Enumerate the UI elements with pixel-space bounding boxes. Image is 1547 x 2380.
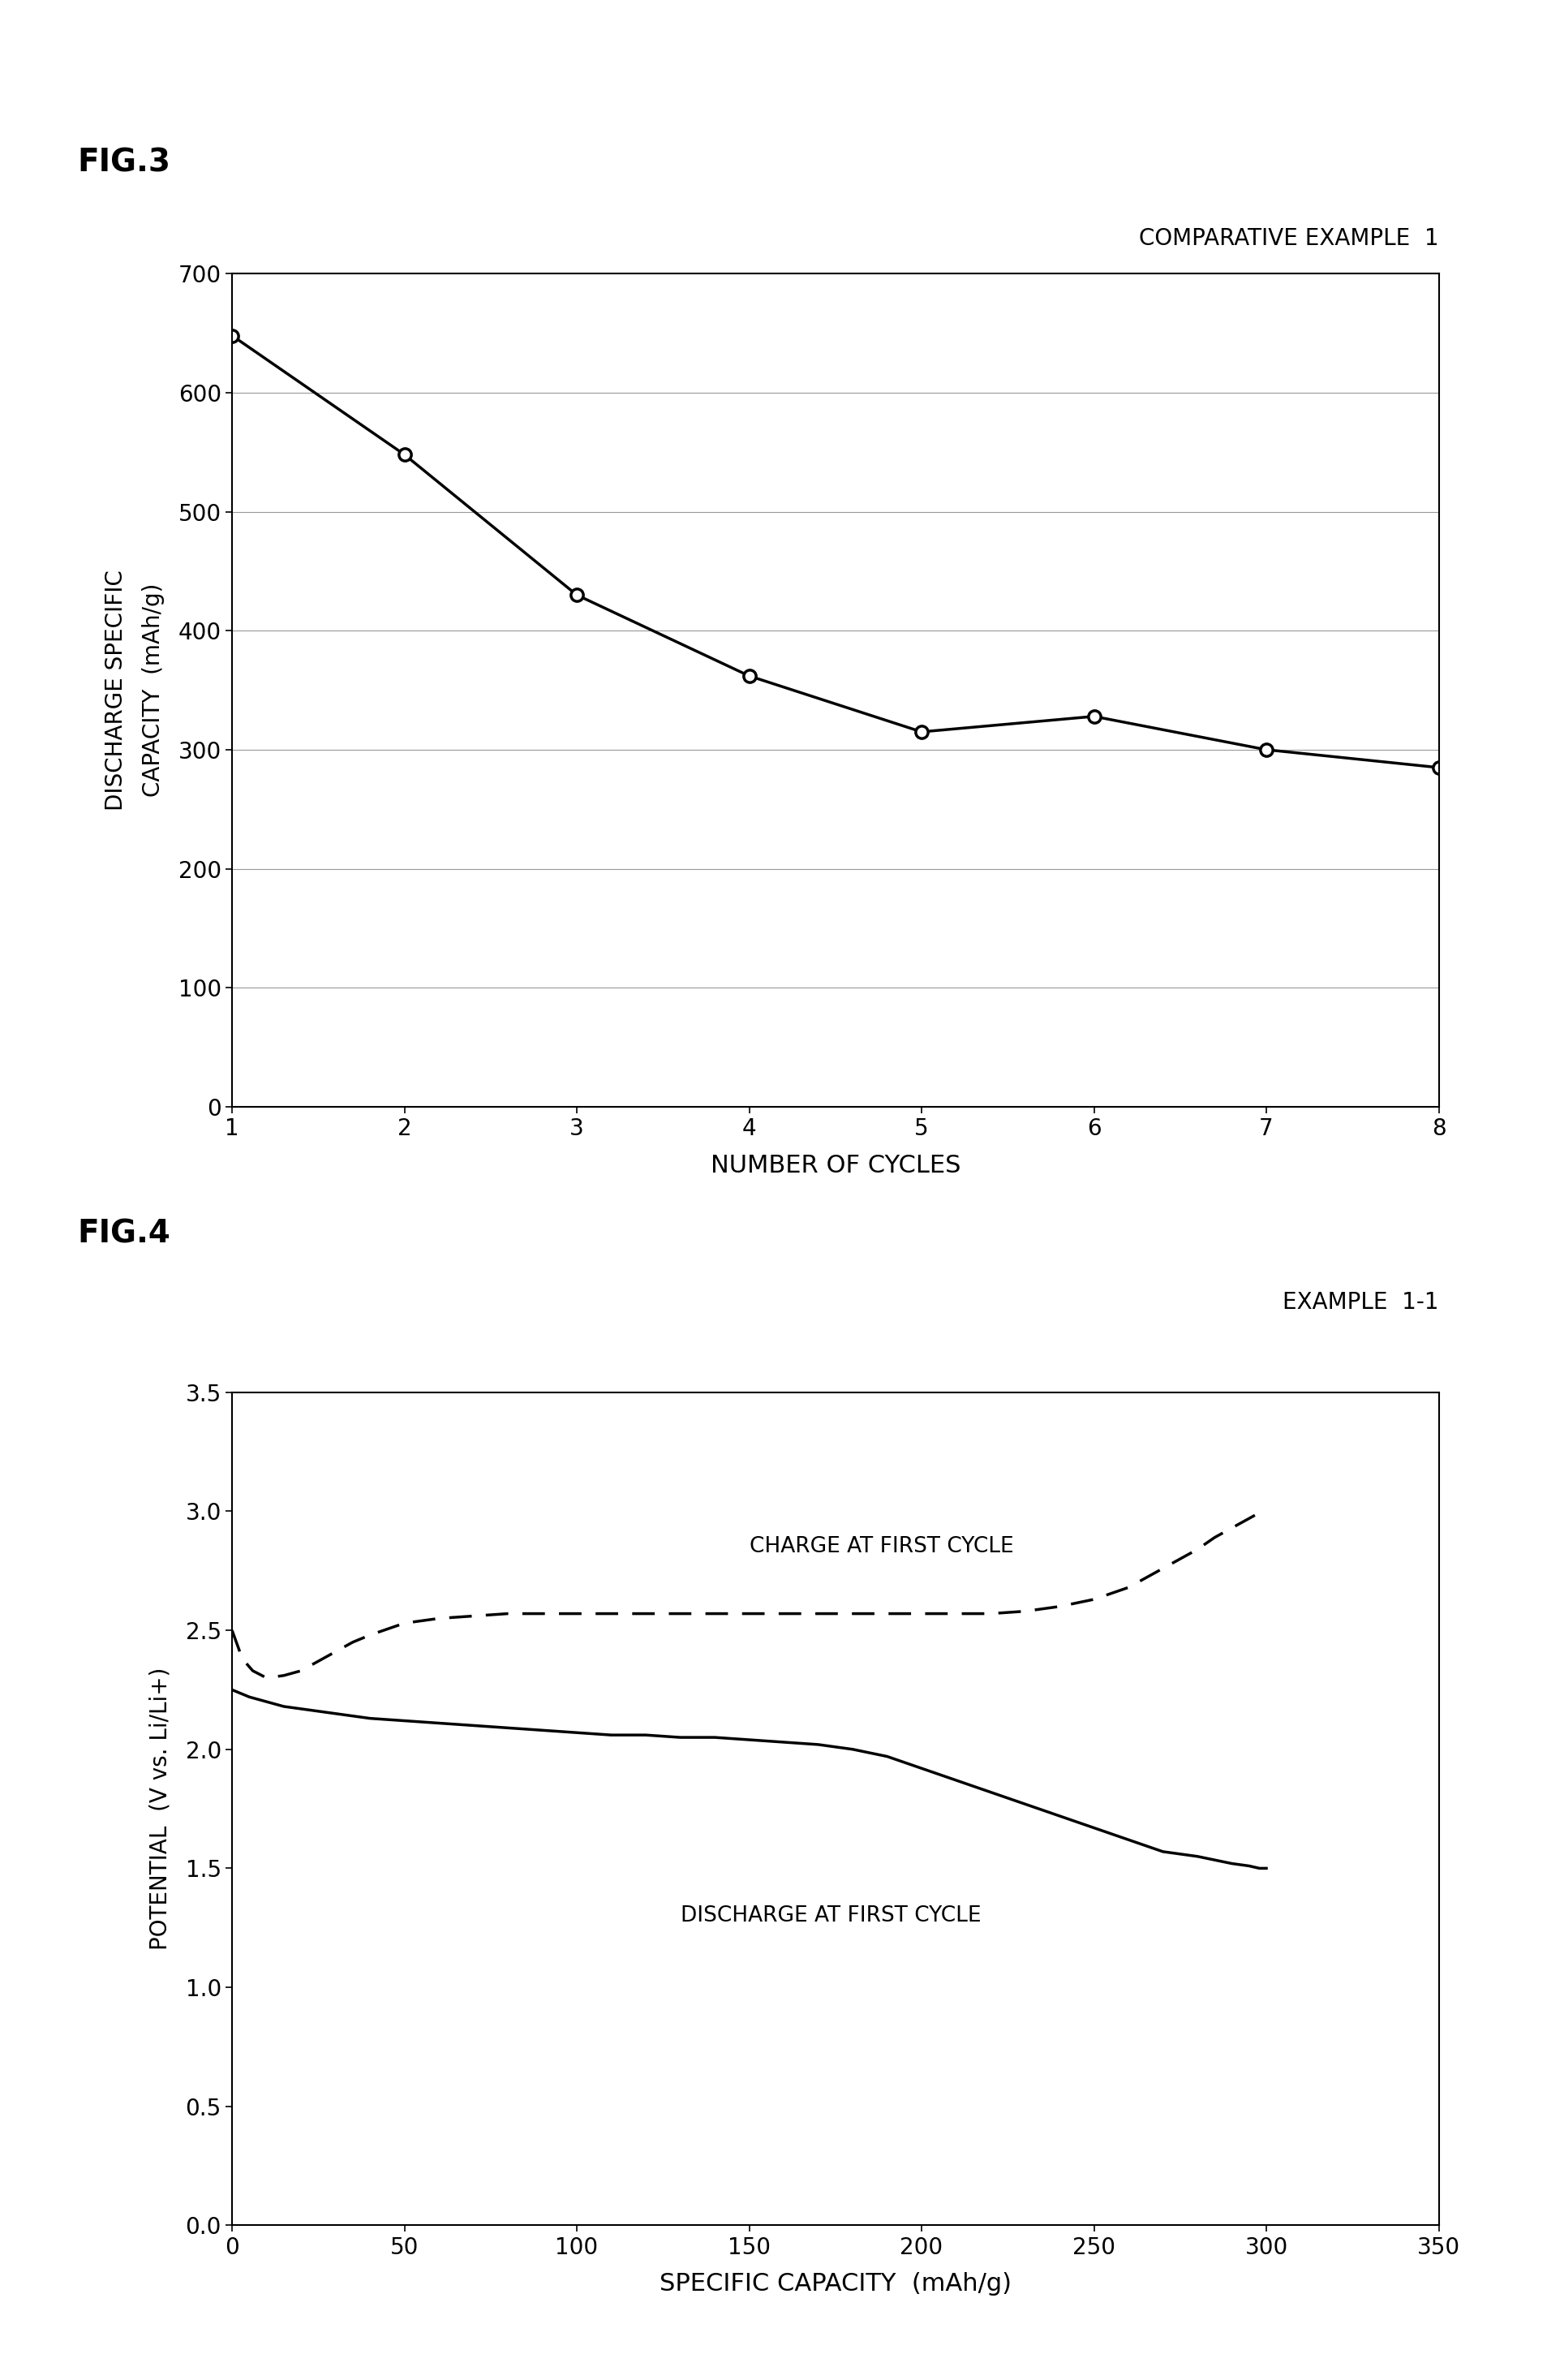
Text: EXAMPLE  1-1: EXAMPLE 1-1 [1282,1290,1439,1314]
X-axis label: SPECIFIC CAPACITY  (mAh/g): SPECIFIC CAPACITY (mAh/g) [659,2273,1012,2297]
Y-axis label: POTENTIAL  (V vs. Li/Li+): POTENTIAL (V vs. Li/Li+) [149,1668,172,1949]
Text: DISCHARGE AT FIRST CYCLE: DISCHARGE AT FIRST CYCLE [681,1906,981,1925]
Text: FIG.4: FIG.4 [77,1219,170,1250]
Text: COMPARATIVE EXAMPLE  1: COMPARATIVE EXAMPLE 1 [1139,226,1439,250]
Text: CHARGE AT FIRST CYCLE: CHARGE AT FIRST CYCLE [749,1537,1013,1557]
Text: FIG.3: FIG.3 [77,148,170,178]
X-axis label: NUMBER OF CYCLES: NUMBER OF CYCLES [710,1154,961,1178]
Y-axis label: DISCHARGE SPECIFIC
CAPACITY  (mAh/g): DISCHARGE SPECIFIC CAPACITY (mAh/g) [105,569,164,812]
